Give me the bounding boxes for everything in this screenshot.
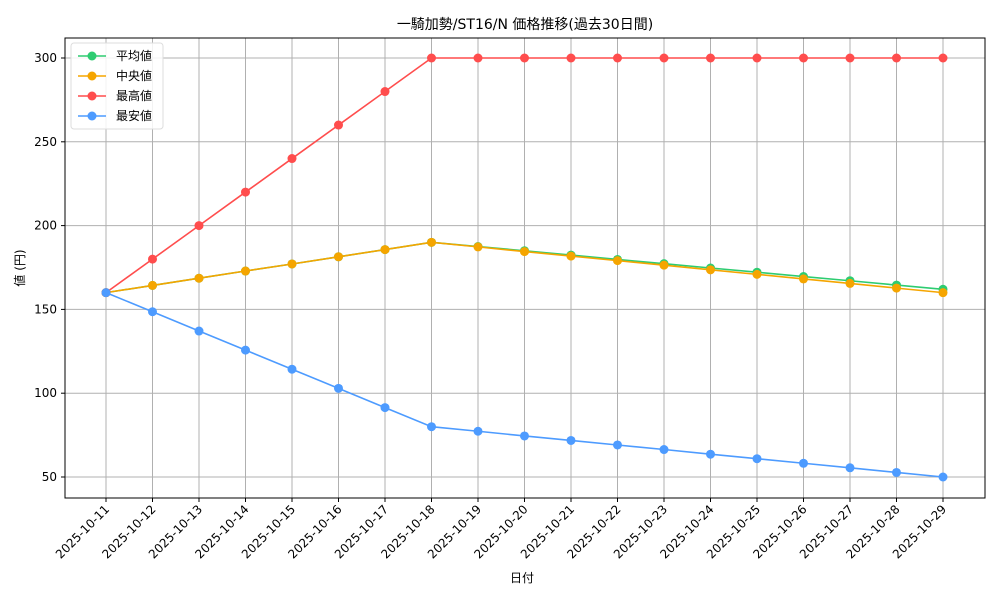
data-point xyxy=(194,221,204,231)
data-point xyxy=(845,53,855,63)
data-point xyxy=(287,259,297,269)
data-point xyxy=(148,254,157,264)
data-point xyxy=(659,260,669,270)
data-point xyxy=(938,53,948,63)
legend-item: 平均値 xyxy=(78,48,152,63)
data-point xyxy=(473,53,483,63)
y-tick-label: 250 xyxy=(34,135,57,149)
series-line xyxy=(101,53,948,298)
data-point xyxy=(334,252,343,262)
data-point xyxy=(752,269,762,279)
legend-item: 中央値 xyxy=(78,68,152,83)
series-group xyxy=(101,53,948,482)
data-point xyxy=(892,53,901,63)
data-point xyxy=(287,364,297,374)
data-point xyxy=(566,435,576,445)
grid-lines xyxy=(65,38,985,498)
data-point xyxy=(334,120,343,130)
data-point xyxy=(380,403,390,413)
x-axis: 2025-10-112025-10-122025-10-132025-10-14… xyxy=(53,498,949,561)
data-point xyxy=(613,440,622,450)
data-point xyxy=(380,87,390,97)
data-point xyxy=(799,274,808,284)
data-point xyxy=(706,53,715,63)
data-point xyxy=(752,454,762,464)
data-point xyxy=(148,280,157,290)
data-point xyxy=(892,467,901,477)
y-tick-label: 150 xyxy=(34,302,57,316)
data-point xyxy=(892,283,901,293)
data-point xyxy=(473,426,483,436)
data-point xyxy=(659,53,669,63)
data-point xyxy=(380,245,390,255)
data-point xyxy=(287,154,297,164)
data-point xyxy=(566,53,576,63)
data-point xyxy=(334,383,343,393)
data-point xyxy=(194,326,204,336)
y-tick-label: 200 xyxy=(34,219,57,233)
legend-label: 平均値 xyxy=(116,48,152,63)
data-point xyxy=(706,265,715,275)
data-point xyxy=(520,247,529,257)
data-point xyxy=(659,445,669,455)
data-point xyxy=(566,251,576,261)
data-point xyxy=(520,53,529,63)
y-axis: 50 100 150 200 250 300 xyxy=(34,51,65,484)
data-point xyxy=(427,53,436,63)
series-line xyxy=(101,288,948,482)
data-point xyxy=(101,288,111,298)
y-tick-label: 100 xyxy=(34,386,57,400)
data-point xyxy=(845,463,855,473)
chart-title: 一騎加勢/ST16/N 価格推移(過去30日間) xyxy=(397,17,653,33)
x-axis-label: 日付 xyxy=(510,571,534,585)
data-point xyxy=(473,242,483,252)
data-point xyxy=(613,53,622,63)
data-point xyxy=(613,256,622,266)
data-point xyxy=(148,307,157,317)
legend-label: 最高値 xyxy=(116,88,152,103)
data-point xyxy=(520,431,529,441)
data-point xyxy=(427,237,436,247)
data-point xyxy=(241,345,250,355)
y-axis-label: 値 (円) xyxy=(12,249,27,286)
data-point xyxy=(938,472,948,482)
data-point xyxy=(706,449,715,459)
data-point xyxy=(752,53,762,63)
data-point xyxy=(427,422,436,432)
data-point xyxy=(241,187,250,197)
legend-box xyxy=(70,42,164,130)
data-point xyxy=(938,288,948,298)
data-point xyxy=(845,278,855,288)
data-point xyxy=(799,53,808,63)
y-tick-label: 50 xyxy=(42,470,57,484)
legend-item: 最安値 xyxy=(78,108,152,123)
y-tick-label: 300 xyxy=(34,51,57,65)
data-point xyxy=(241,266,250,276)
legend-item: 最高値 xyxy=(78,88,152,103)
data-point xyxy=(799,458,808,468)
legend-label: 最安値 xyxy=(116,108,152,123)
legend-label: 中央値 xyxy=(116,68,152,83)
data-point xyxy=(194,273,204,283)
